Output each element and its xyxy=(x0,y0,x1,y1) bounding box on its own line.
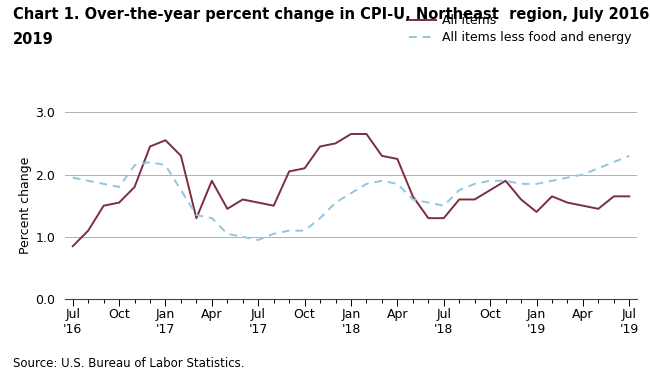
All items less food and energy xyxy=(409,197,417,202)
All items xyxy=(69,244,77,248)
All items less food and energy xyxy=(455,188,463,192)
All items xyxy=(224,206,231,211)
All items less food and energy xyxy=(69,175,77,180)
All items less food and energy xyxy=(424,200,432,205)
All items xyxy=(502,178,510,183)
All items less food and energy xyxy=(192,213,200,217)
All items xyxy=(84,229,92,233)
All items xyxy=(440,216,448,220)
All items xyxy=(424,216,432,220)
All items xyxy=(532,210,540,214)
Text: Source: U.S. Bureau of Labor Statistics.: Source: U.S. Bureau of Labor Statistics. xyxy=(13,357,244,370)
All items less food and energy xyxy=(625,154,633,158)
Line: All items less food and energy: All items less food and energy xyxy=(73,156,629,240)
All items xyxy=(471,197,478,202)
All items xyxy=(347,132,355,136)
All items less food and energy xyxy=(471,182,478,186)
All items less food and energy xyxy=(610,160,617,164)
All items less food and energy xyxy=(301,229,309,233)
All items xyxy=(285,169,293,174)
All items xyxy=(270,203,278,208)
All items less food and energy xyxy=(115,185,123,189)
All items xyxy=(162,138,170,142)
All items xyxy=(239,197,247,202)
All items less food and energy xyxy=(332,200,339,205)
All items less food and energy xyxy=(564,175,571,180)
All items less food and energy xyxy=(239,234,247,239)
All items less food and energy xyxy=(548,178,556,183)
All items less food and energy xyxy=(502,178,510,183)
Line: All items: All items xyxy=(73,134,629,246)
All items less food and energy xyxy=(84,178,92,183)
All items less food and energy xyxy=(486,178,494,183)
All items xyxy=(254,200,262,205)
All items less food and energy xyxy=(285,229,293,233)
All items xyxy=(548,194,556,199)
All items less food and energy xyxy=(579,172,587,177)
All items xyxy=(564,200,571,205)
All items less food and energy xyxy=(177,188,185,192)
All items xyxy=(316,144,324,149)
All items less food and energy xyxy=(162,163,170,168)
All items xyxy=(99,203,107,208)
All items xyxy=(332,141,339,145)
All items less food and energy xyxy=(224,232,231,236)
All items xyxy=(455,197,463,202)
All items xyxy=(595,206,603,211)
All items xyxy=(625,194,633,199)
All items less food and energy xyxy=(532,182,540,186)
Text: 2019: 2019 xyxy=(13,32,54,47)
All items less food and energy xyxy=(146,160,154,164)
Legend: All items, All items less food and energy: All items, All items less food and energ… xyxy=(404,9,637,49)
All items xyxy=(208,178,216,183)
All items less food and energy xyxy=(517,182,525,186)
Y-axis label: Percent change: Percent change xyxy=(20,157,32,254)
All items xyxy=(177,154,185,158)
All items less food and energy xyxy=(378,178,386,183)
All items xyxy=(517,197,525,202)
All items xyxy=(115,200,123,205)
All items xyxy=(131,185,138,189)
All items xyxy=(486,188,494,192)
All items less food and energy xyxy=(99,182,107,186)
All items less food and energy xyxy=(595,166,603,171)
All items less food and energy xyxy=(131,163,138,168)
All items xyxy=(378,154,386,158)
All items less food and energy xyxy=(316,216,324,220)
All items xyxy=(393,157,401,161)
All items less food and energy xyxy=(363,182,370,186)
All items xyxy=(363,132,370,136)
All items less food and energy xyxy=(254,238,262,242)
All items xyxy=(610,194,617,199)
All items xyxy=(409,194,417,199)
All items less food and energy xyxy=(208,216,216,220)
All items less food and energy xyxy=(270,232,278,236)
All items less food and energy xyxy=(347,191,355,196)
Text: Chart 1. Over-the-year percent change in CPI-U, Northeast  region, July 2016–Jul: Chart 1. Over-the-year percent change in… xyxy=(13,7,650,22)
All items less food and energy xyxy=(393,182,401,186)
All items less food and energy xyxy=(440,203,448,208)
All items xyxy=(579,203,587,208)
All items xyxy=(146,144,154,149)
All items xyxy=(301,166,309,171)
All items xyxy=(192,216,200,220)
